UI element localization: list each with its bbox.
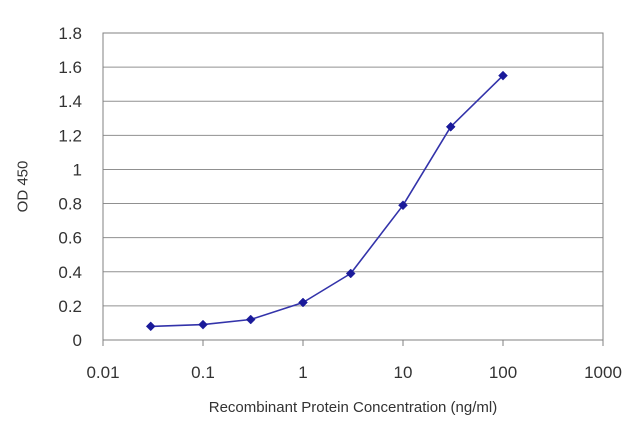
data-point-2: [245, 314, 256, 325]
x-axis-tick-labels: 0.01 0.1 1 10 100 1000: [86, 363, 621, 382]
data-point-6: [445, 121, 456, 132]
y-tick-label-0: 0: [73, 331, 82, 350]
x-tick-label-0: 0.01: [86, 363, 119, 382]
plot-frame: [102, 32, 604, 341]
y-tick-label-3: 0.6: [58, 229, 82, 248]
y-tick-label-8: 1.6: [58, 58, 82, 77]
y-tick-label-2: 0.4: [58, 263, 82, 282]
y-tick-label-5: 1: [73, 160, 82, 179]
y-axis-title: OD 450: [14, 161, 31, 213]
data-point-4: [345, 268, 356, 279]
series-group: [145, 70, 508, 332]
y-tick-label-1: 0.2: [58, 297, 82, 316]
y-tick-label-9: 1.8: [58, 24, 82, 43]
x-axis-title: Recombinant Protein Concentration (ng/ml…: [209, 399, 497, 416]
data-point-3: [298, 297, 308, 308]
x-tick-label-3: 10: [394, 363, 413, 382]
series-line-0: [150, 75, 504, 328]
data-point-7: [498, 70, 508, 81]
y-axis-tick-labels: 0 0.2 0.4 0.6 0.8 1 1.2 1.4 1.6 1.8: [58, 24, 82, 350]
y-tick-label-6: 1.2: [58, 126, 82, 145]
y-tick-label-7: 1.4: [58, 92, 82, 111]
x-tick-label-4: 100: [489, 363, 517, 382]
y-tick-label-4: 0.8: [58, 195, 82, 214]
data-point-0: [145, 321, 156, 332]
data-point-1: [198, 319, 208, 330]
x-tick-label-2: 1: [298, 363, 307, 382]
data-point-5: [398, 200, 408, 211]
x-tick-label-5: 1000: [584, 363, 622, 382]
x-axis-ticks: [102, 340, 604, 346]
x-tick-label-1: 0.1: [191, 363, 215, 382]
grid-lines: [103, 32, 603, 307]
